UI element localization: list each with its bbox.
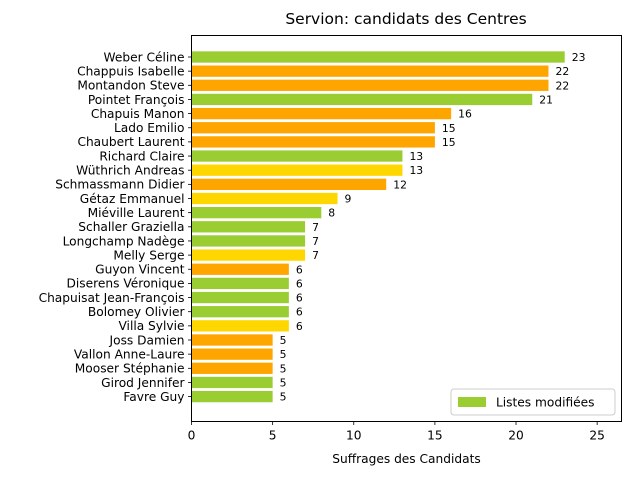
y-tick-label: Lado Emilio (114, 121, 185, 135)
y-tick-label: Schmassmann Didier (55, 178, 185, 192)
x-tick-label: 5 (269, 429, 277, 443)
data-label: 9 (345, 193, 352, 206)
chart-title: Servion: candidats des Centres (285, 10, 526, 28)
bar (191, 291, 289, 304)
y-tick-label: Richard Claire (99, 149, 184, 163)
bar (191, 65, 549, 77)
y-tick-label: Pointet François (88, 93, 185, 107)
data-label: 22 (555, 79, 569, 92)
data-label: 5 (280, 348, 287, 361)
bars-layer (191, 51, 565, 403)
y-tick-label: Bolomey Olivier (88, 305, 186, 319)
bar (191, 334, 273, 346)
y-tick-label: Guyon Vincent (95, 263, 185, 277)
bar (191, 306, 289, 318)
bar (191, 320, 289, 332)
bar (191, 192, 338, 205)
y-tick-label: Weber Céline (104, 50, 185, 64)
bar (191, 122, 435, 134)
bar (191, 51, 565, 63)
bar (191, 263, 289, 275)
data-label: 7 (312, 249, 319, 262)
legend-frame (450, 388, 616, 416)
x-tick-label: 10 (346, 429, 362, 443)
data-label: 15 (442, 136, 456, 149)
bar (191, 249, 306, 261)
bar (191, 221, 306, 233)
x-tick-label: 20 (508, 429, 524, 443)
y-tick-label: Chaubert Laurent (77, 135, 184, 149)
data-label: 12 (393, 178, 407, 191)
data-label: 13 (409, 150, 423, 163)
y-tick-label: Girod Jennifer (101, 376, 185, 390)
y-tick-label: Schaller Graziella (78, 220, 184, 234)
y-tick-label: Melly Serge (113, 248, 184, 262)
bar (191, 277, 289, 290)
y-tick-label: Longchamp Nadège (63, 234, 185, 248)
data-label: 22 (555, 65, 569, 78)
data-label: 6 (296, 277, 303, 290)
data-label: 8 (328, 207, 335, 220)
bar (191, 390, 273, 403)
bar (191, 136, 435, 148)
bar (191, 376, 273, 389)
x-axis-label: Suffrages des Candidats (332, 452, 480, 466)
y-tick-label: Chapuis Manon (91, 107, 185, 121)
x-tick-label: 25 (589, 429, 605, 443)
y-tick-label: Villa Sylvie (118, 319, 184, 333)
y-tick-label: Montandon Steve (77, 79, 184, 93)
bar (191, 79, 549, 91)
bar (191, 235, 306, 247)
y-tick-label: Chappuis Isabelle (77, 64, 184, 78)
bar (191, 348, 273, 360)
bar (191, 178, 387, 190)
data-label: 6 (296, 320, 303, 333)
y-tick-label: Chapuisat Jean-François (39, 291, 185, 305)
data-label: 6 (296, 292, 303, 305)
y-tick-label: Favre Guy (123, 390, 184, 404)
data-label: 6 (296, 263, 303, 276)
y-tick-label: Diserens Véronique (67, 277, 185, 291)
data-label: 5 (280, 376, 287, 389)
bar (191, 93, 533, 106)
legend: Listes modifiées (450, 388, 616, 416)
x-axis: 0 5 10 15 20 25 (188, 421, 605, 443)
legend-label: Listes modifiées (496, 396, 595, 410)
data-label: 5 (280, 334, 287, 347)
data-label: 21 (539, 93, 553, 106)
data-label: 23 (572, 51, 586, 64)
data-label: 5 (280, 391, 287, 404)
plot-frame (191, 35, 622, 422)
data-label: 7 (312, 221, 319, 234)
x-tick-label: 15 (427, 429, 443, 443)
data-label: 6 (296, 306, 303, 319)
data-label: 16 (458, 108, 472, 121)
data-label: 7 (312, 235, 319, 248)
y-tick-label: Vallon Anne-Laure (74, 347, 185, 361)
y-tick-label: Joss Damien (109, 333, 185, 347)
bar (191, 362, 273, 374)
bar (191, 164, 403, 176)
bar (191, 150, 403, 162)
bar (191, 107, 452, 120)
y-tick-label: Gétaz Emmanuel (80, 192, 185, 206)
y-tick-label: Mooser Stéphanie (75, 362, 185, 376)
legend-swatch (458, 397, 486, 407)
bar (191, 207, 322, 219)
data-label: 15 (442, 122, 456, 135)
y-tick-label: Wüthrich Andreas (76, 164, 184, 178)
data-label: 13 (409, 164, 423, 177)
x-tick-label: 0 (188, 429, 196, 443)
y-tick-label: Miéville Laurent (88, 206, 185, 220)
data-label: 5 (280, 362, 287, 375)
